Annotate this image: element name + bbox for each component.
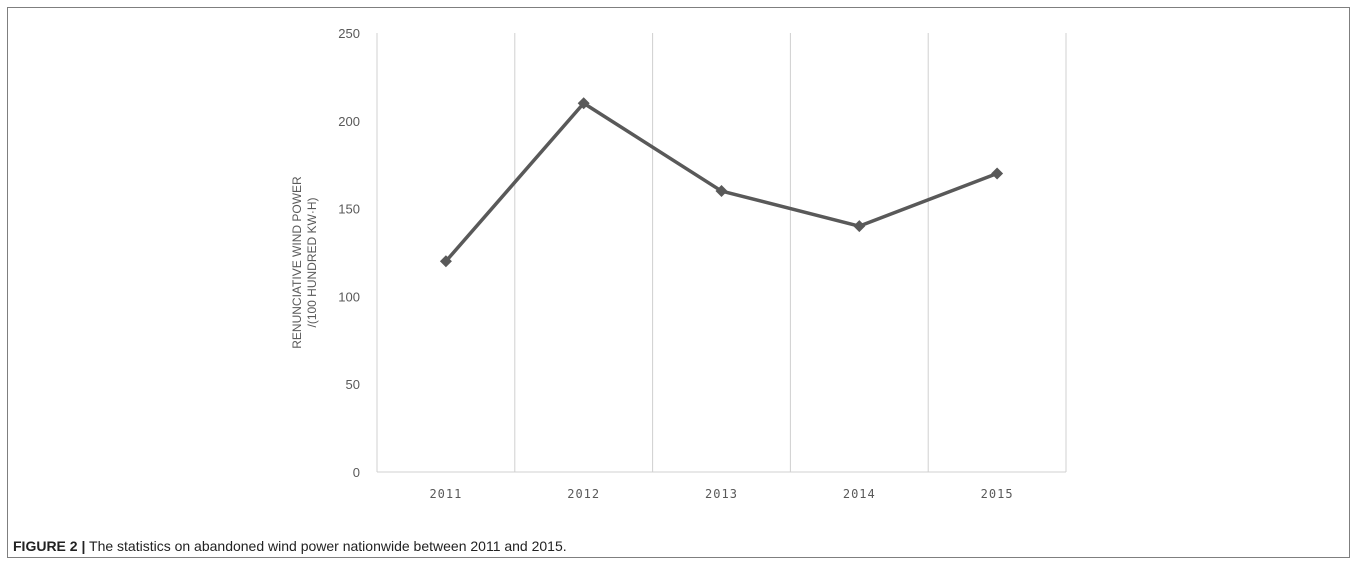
y-tick-label: 50 [346, 377, 360, 392]
y-tick-label: 250 [338, 26, 360, 41]
x-tick-label: 2014 [843, 487, 876, 501]
y-tick-label: 0 [353, 465, 360, 480]
data-point-2014 [853, 220, 866, 233]
x-tick-labels: 2011 2012 2013 2014 2015 [429, 487, 1014, 501]
y-tick-label: 100 [338, 289, 360, 304]
y-axis-label-line-1: RENUNCIATIVE WIND POWER [290, 176, 304, 349]
line-chart: 0 50 100 150 200 250 2011 2012 2013 2014 2015 REN… [290, 26, 1067, 501]
figure-frame [7, 7, 1350, 558]
data-markers [439, 97, 1004, 268]
figure-caption: FIGURE 2 | The statistics on abandoned w… [13, 538, 567, 554]
figure-caption-label: FIGURE 2 | [13, 538, 86, 554]
x-tick-label: 2013 [705, 487, 738, 501]
x-tick-label: 2011 [429, 487, 462, 501]
data-point-2015 [991, 167, 1004, 180]
x-tick-label: 2015 [981, 487, 1014, 501]
y-tick-labels: 0 50 100 150 200 250 [338, 26, 360, 480]
y-axis-label-line-2: /(100 HUNDRED KW·H) [305, 197, 319, 327]
data-point-2011 [439, 255, 452, 268]
gridlines [376, 33, 1067, 472]
figure-caption-text: The statistics on abandoned wind power n… [85, 538, 567, 554]
series-line [444, 101, 998, 263]
y-tick-label: 200 [338, 114, 360, 129]
x-tick-label: 2012 [567, 487, 600, 501]
data-point-2013 [715, 185, 728, 198]
y-tick-label: 150 [338, 202, 360, 217]
data-point-2012 [577, 97, 590, 110]
